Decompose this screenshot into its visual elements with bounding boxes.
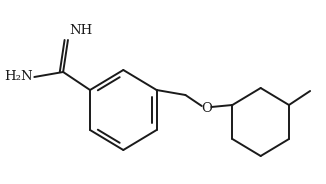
Text: O: O xyxy=(201,102,212,116)
Text: NH: NH xyxy=(69,24,92,37)
Text: H₂N: H₂N xyxy=(4,70,32,84)
